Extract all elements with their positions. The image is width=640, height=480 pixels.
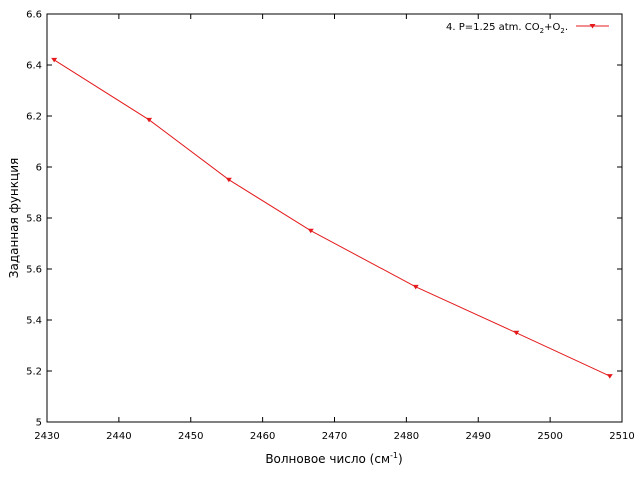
y-tick-label: 6.4 xyxy=(26,61,42,72)
y-tick-label: 5 xyxy=(36,418,42,429)
data-point xyxy=(513,330,520,336)
data-point xyxy=(146,117,153,123)
legend: 4. P=1.25 atm. CO2+O2. xyxy=(446,22,609,35)
data-point xyxy=(225,177,232,183)
x-tick-label: 2480 xyxy=(394,431,419,442)
y-tick-label: 6 xyxy=(36,163,42,174)
x-tick-label: 2510 xyxy=(609,431,634,442)
y-tick-label: 6.6 xyxy=(26,10,42,21)
legend-label: 4. P=1.25 atm. CO2+O2. xyxy=(446,22,568,35)
x-tick-label: 2450 xyxy=(178,431,203,442)
y-tick-label: 5.2 xyxy=(26,367,42,378)
x-axis-title: Волновое число (см-1) xyxy=(265,451,402,466)
series-line xyxy=(53,59,611,377)
y-ticks: 5 5.2 5.4 5.6 5.8 6 6.2 6.4 6.6 xyxy=(26,10,622,429)
x-tick-label: 2460 xyxy=(250,431,275,442)
y-tick-label: 5.4 xyxy=(26,316,42,327)
x-ticks: 2430 2440 2450 2460 2470 2480 2490 2500 2510 xyxy=(34,14,635,442)
series-layer xyxy=(51,57,613,379)
x-tick-label: 2440 xyxy=(106,431,131,442)
legend-marker-triangle-icon xyxy=(589,24,596,29)
data-point xyxy=(307,228,314,234)
data-point xyxy=(51,57,58,63)
data-point xyxy=(412,284,419,290)
plot-frame xyxy=(46,13,623,423)
y-tick-label: 5.6 xyxy=(26,265,42,276)
data-point xyxy=(606,374,613,379)
x-tick-label: 2430 xyxy=(34,431,59,442)
x-tick-label: 2490 xyxy=(466,431,491,442)
y-tick-label: 6.2 xyxy=(26,112,42,123)
x-tick-label: 2500 xyxy=(537,431,562,442)
x-tick-label: 2470 xyxy=(322,431,347,442)
y-tick-label: 5.8 xyxy=(26,214,42,225)
y-axis-title: Заданная функция xyxy=(7,158,21,278)
